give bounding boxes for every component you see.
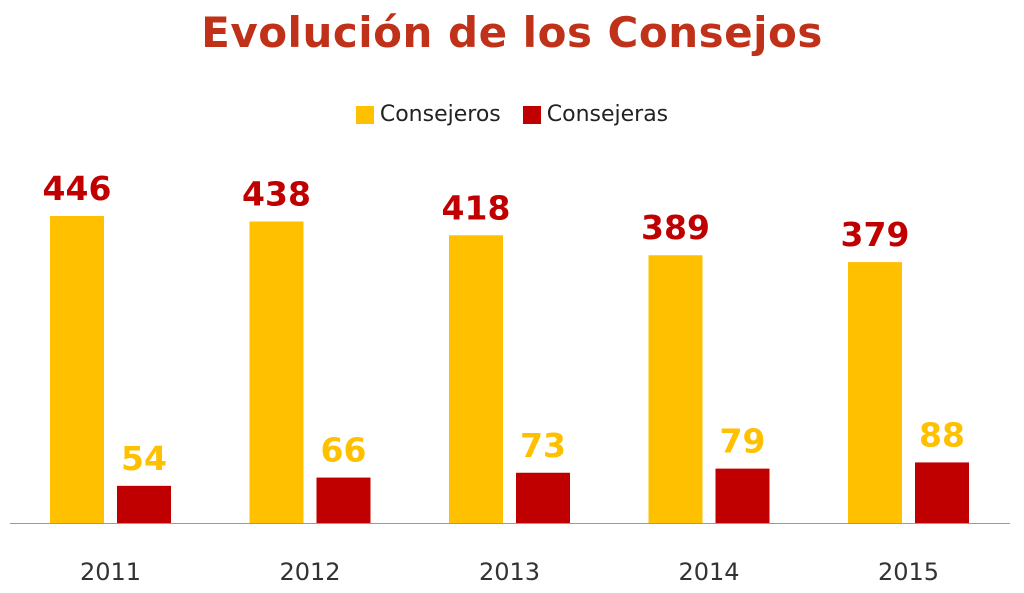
bar-consejeras-2014: [715, 468, 770, 523]
legend-item-consejeras: Consejeras: [522, 102, 669, 127]
data-label-consejeras-2013: 73: [520, 426, 566, 465]
data-label-consejeras-2011: 54: [121, 439, 167, 478]
bar-consejeros-2015: [848, 262, 902, 523]
bar-consejeros-2013: [449, 235, 503, 523]
bar-consejeras-2012: [316, 477, 371, 523]
bar-consejeros-2014: [648, 255, 703, 524]
data-label-consejeros-2013: 418: [442, 188, 511, 227]
bar-consejeros-2012: [249, 221, 304, 524]
legend-item-consejeros: Consejeros: [355, 102, 501, 127]
data-label-consejeros-2014: 389: [641, 208, 710, 247]
chart-title: Evolución de los Consejos: [201, 8, 823, 57]
x-tick-label-2012: 2012: [279, 558, 340, 586]
x-tick-label-2013: 2013: [479, 558, 540, 586]
data-label-consejeras-2012: 66: [321, 431, 367, 470]
legend-swatch-consejeros: [355, 105, 374, 124]
legend-label-consejeras: Consejeras: [546, 102, 669, 127]
bar-consejeras-2013: [516, 472, 570, 523]
bar-consejeras-2015: [915, 462, 969, 523]
data-label-consejeros-2012: 438: [242, 175, 311, 214]
legend: Consejeros Consejeras: [0, 102, 1024, 127]
x-tick-label-2011: 2011: [80, 558, 141, 586]
legend-swatch-consejeras: [522, 105, 541, 124]
x-tick-label-2015: 2015: [878, 558, 939, 586]
x-tick-label-2014: 2014: [678, 558, 739, 586]
bar-consejeros-2011: [50, 216, 104, 523]
data-label-consejeros-2011: 446: [43, 169, 112, 208]
legend-label-consejeros: Consejeros: [379, 102, 501, 127]
data-label-consejeros-2015: 379: [841, 215, 910, 254]
data-label-consejeras-2014: 79: [720, 422, 766, 461]
data-label-consejeras-2015: 88: [919, 415, 965, 454]
bar-consejeras-2011: [117, 485, 171, 523]
